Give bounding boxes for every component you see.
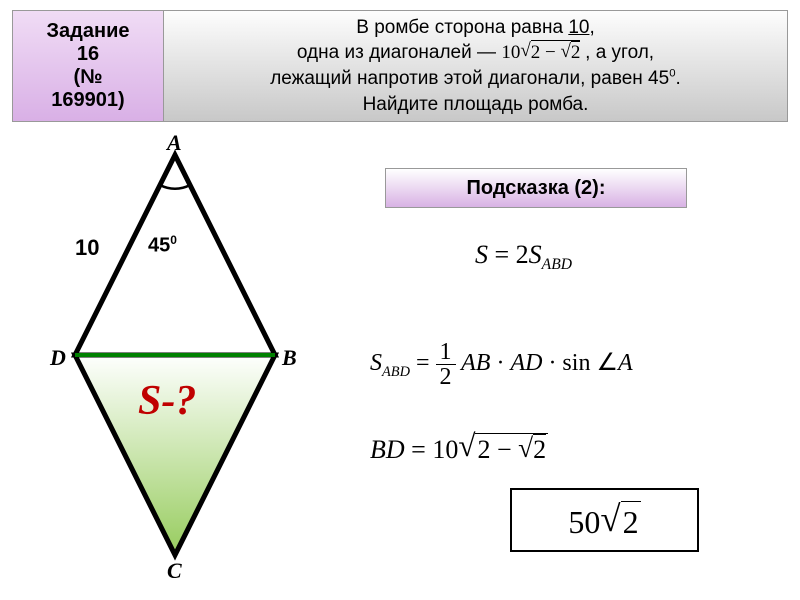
formula-BD: BD = 10√2 − √2 <box>370 430 548 466</box>
rhombus-diagram: A D B C 10 450 S-? <box>20 135 340 590</box>
vertex-C: C <box>167 558 182 584</box>
area-question: S-? <box>138 377 196 425</box>
prob-side: 10 <box>568 17 589 38</box>
angle-label: 450 <box>148 233 177 258</box>
task-line4: 169901) <box>51 89 124 112</box>
prob-l1: В ромбе сторона равна <box>356 17 568 38</box>
prob-inner: 2 <box>571 41 581 63</box>
task-line1: Задание <box>47 20 130 43</box>
prob-angle: 45 <box>648 68 669 89</box>
side-length: 10 <box>75 235 99 261</box>
prob-l4: Найдите площадь ромба. <box>363 94 589 115</box>
hint-title: Подсказка (2): <box>467 177 606 200</box>
vertex-A: A <box>167 130 182 156</box>
answer-box: 50√2 <box>510 488 699 552</box>
prob-l2p: одна из диагоналей — <box>297 42 501 63</box>
problem-box: В ромбе сторона равна 10, одна из диагон… <box>164 10 788 122</box>
vertex-B: B <box>282 345 297 371</box>
task-line3: (№ <box>74 66 103 89</box>
formula-S-2Sabd: S = 2SABD <box>475 240 572 274</box>
answer-val: 2 <box>621 501 641 540</box>
task-line2: 16 <box>77 43 99 66</box>
formula-Sabd: SABD = 1 2 AB · AD · sin ∠A <box>370 340 633 389</box>
prob-l3: лежащий напротив этой диагонали, равен <box>270 68 648 89</box>
prob-outer: 2 <box>531 42 541 63</box>
hint-box: Подсказка (2): <box>385 168 687 208</box>
vertex-D: D <box>50 345 66 371</box>
answer-coef: 50 <box>568 504 600 540</box>
prob-coef: 10 <box>501 42 520 63</box>
task-box: Задание 16 (№ 169901) <box>12 10 164 122</box>
prob-l2s: , а угол, <box>585 42 654 63</box>
